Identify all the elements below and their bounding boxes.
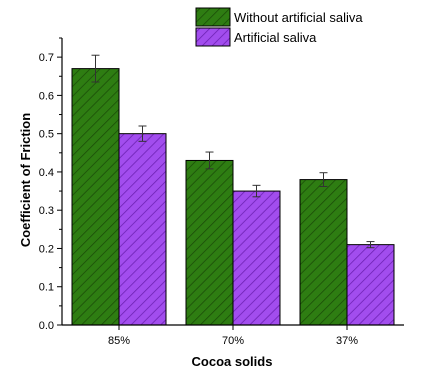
y-tick-label: 0.2 bbox=[39, 243, 54, 255]
y-tick-label: 0.1 bbox=[39, 282, 54, 294]
bar bbox=[185, 159, 234, 326]
y-tick-label: 0.5 bbox=[39, 129, 54, 141]
x-tick-label: 70% bbox=[222, 335, 244, 347]
bar bbox=[71, 68, 120, 326]
x-tick-label: 37% bbox=[336, 335, 358, 347]
legend-label: Artificial saliva bbox=[234, 30, 317, 45]
legend: Without artificial saliva Artificial sali… bbox=[195, 7, 363, 47]
y-tick-label: 0.3 bbox=[39, 205, 54, 217]
bar bbox=[299, 179, 348, 326]
y-axis-title: Coefficient of Friction bbox=[18, 113, 33, 247]
bar bbox=[232, 190, 281, 326]
y-tick-label: 0.6 bbox=[39, 90, 54, 102]
x-tick-label: 85% bbox=[108, 335, 130, 347]
y-tick-label: 0.4 bbox=[39, 167, 54, 179]
axes-group: 0.0 0.1 0.2 0.3 0.4 0.5 0.6 0.7 85% 70% 37% bbox=[39, 37, 404, 347]
bar bbox=[346, 244, 395, 326]
legend-swatch bbox=[195, 7, 231, 27]
y-tick-label: 0.7 bbox=[39, 52, 54, 64]
legend-swatch bbox=[195, 27, 231, 47]
bar bbox=[118, 133, 167, 326]
bars-group bbox=[71, 54, 395, 326]
x-axis-title: Cocoa solids bbox=[192, 354, 273, 369]
y-tick-label: 0.0 bbox=[39, 320, 54, 332]
legend-label: Without artificial saliva bbox=[234, 10, 363, 25]
